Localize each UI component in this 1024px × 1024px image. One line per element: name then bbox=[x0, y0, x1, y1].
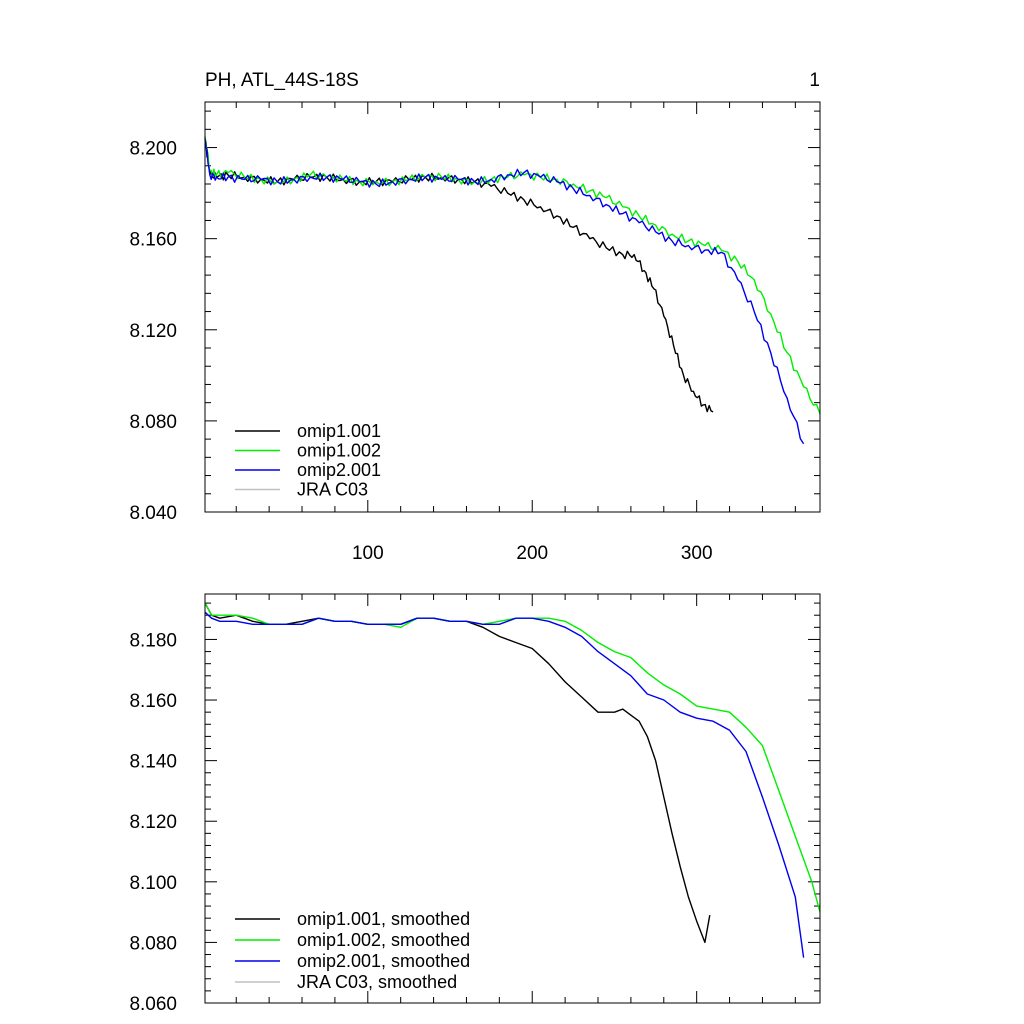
legend-label: omip1.002 bbox=[297, 441, 381, 461]
legend-label: omip1.002, smoothed bbox=[297, 930, 470, 950]
x-tick-label: 300 bbox=[681, 543, 713, 564]
y-tick-label: 8.200 bbox=[129, 139, 177, 160]
series-line-omip2-001 bbox=[204, 138, 805, 445]
y-tick-label: 8.080 bbox=[129, 933, 177, 954]
chart-top-panel: 8.040 8.080 8.120 8.160 8.200 100 200 300 omip1… bbox=[129, 101, 821, 564]
y-tick-label: 8.040 bbox=[129, 503, 177, 524]
legend-label: JRA C03, smoothed bbox=[297, 972, 457, 992]
y-tick-label: 8.180 bbox=[129, 630, 177, 651]
y-tick-label: 8.100 bbox=[129, 873, 177, 894]
y-tick-label: 8.160 bbox=[129, 230, 177, 251]
top-axes: 8.040 8.080 8.120 8.160 8.200 100 200 300 bbox=[129, 102, 820, 564]
legend-label: omip2.001 bbox=[297, 460, 381, 480]
legend-label: omip2.001, smoothed bbox=[297, 951, 470, 971]
legend-label: omip1.001 bbox=[297, 421, 381, 441]
top-plot-frame bbox=[204, 101, 821, 513]
top-plot-lines bbox=[204, 136, 821, 445]
y-tick-label: 8.120 bbox=[129, 321, 177, 342]
y-tick-label: 8.060 bbox=[129, 994, 177, 1015]
series-line-omip2-001-smoothed bbox=[204, 611, 805, 958]
bottom-axes: 8.060 8.080 8.100 8.120 8.140 8.160 8.180 bbox=[129, 594, 820, 1015]
series-line-omip1-002-smoothed bbox=[204, 602, 821, 913]
figure-title: PH, ATL_44S-18S bbox=[205, 70, 359, 91]
legend-label: omip1.001, smoothed bbox=[297, 909, 470, 929]
x-tick-label: 200 bbox=[516, 543, 548, 564]
series-line-omip1-002 bbox=[204, 136, 821, 415]
bottom-plot-lines bbox=[204, 602, 821, 958]
y-tick-label: 8.140 bbox=[129, 752, 177, 773]
series-line-omip1-001-smoothed bbox=[204, 602, 711, 944]
x-tick-label: 100 bbox=[352, 543, 384, 564]
panel-number: 1 bbox=[809, 70, 820, 91]
y-tick-label: 8.080 bbox=[129, 412, 177, 433]
bottom-plot-frame bbox=[204, 593, 821, 1004]
y-tick-label: 8.160 bbox=[129, 691, 177, 712]
y-tick-label: 8.120 bbox=[129, 812, 177, 833]
chart-bottom-panel: 8.060 8.080 8.100 8.120 8.140 8.160 8.180 omip… bbox=[129, 593, 821, 1015]
legend-label: JRA C03 bbox=[297, 480, 368, 500]
